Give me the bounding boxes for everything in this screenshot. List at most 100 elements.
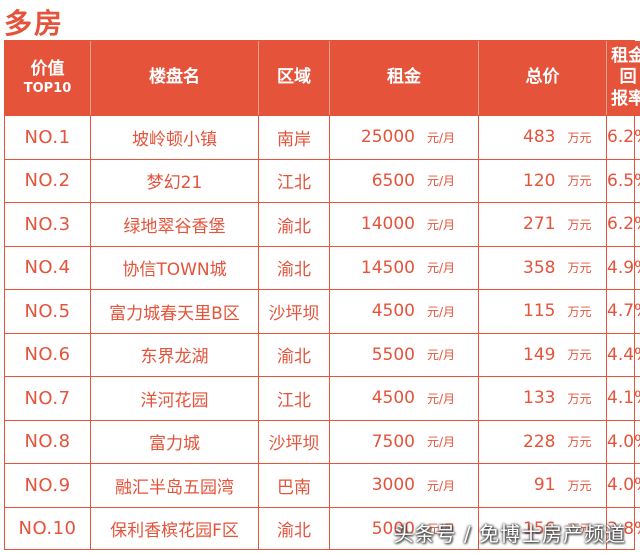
ratio-cell: 4.1% xyxy=(607,376,640,420)
total-price-cell: 91 万元 xyxy=(479,463,607,507)
rank-cell: NO.10 xyxy=(5,506,91,550)
header-ratio-line2: 报率 xyxy=(611,88,640,109)
ranking-table: 价值 TOP10 楼盘名 区域 租金 总价 租金回 报率 NO.1 坡岭顿小镇 南岸… xyxy=(4,40,640,550)
total-price-cell: 271 万元 xyxy=(479,202,607,246)
rank-cell: NO.9 xyxy=(5,463,91,507)
total-price-cell: 115 万元 xyxy=(479,289,607,333)
price-value: 358 xyxy=(523,257,556,278)
rent-cell: 4500 元/月 xyxy=(330,289,479,333)
price-value: 115 xyxy=(523,301,556,322)
price-unit: 万元 xyxy=(567,217,592,232)
rent-value: 7500 xyxy=(371,431,415,452)
ratio-cell: 4.0% xyxy=(607,419,640,464)
price-value: 91 xyxy=(533,475,556,496)
rent-unit: 元/月 xyxy=(426,261,456,276)
rent-unit: 元/月 xyxy=(426,391,456,406)
total-price-cell: 149 万元 xyxy=(479,332,607,376)
building-name-cell: 融汇半岛五园湾 xyxy=(91,463,259,507)
district-cell: 江北 xyxy=(259,376,330,420)
rank-cell: NO.7 xyxy=(5,376,91,420)
ratio-cell: 4.4% xyxy=(607,332,640,377)
building-name-cell: 富力城 xyxy=(91,419,259,463)
rent-value: 4500 xyxy=(371,388,415,409)
rent-unit: 元/月 xyxy=(426,304,456,319)
rent-unit: 元/月 xyxy=(426,435,456,450)
building-name-cell: 梦幻21 xyxy=(91,158,259,202)
building-name-cell: 洋河花园 xyxy=(91,376,259,420)
building-name-cell: 绿地翠谷香堡 xyxy=(91,202,259,246)
building-name-cell: 东界龙湖 xyxy=(91,332,259,376)
rent-value: 14000 xyxy=(360,214,415,235)
building-name-cell: 富力城春天里B区 xyxy=(91,289,259,333)
header-rent: 租金 xyxy=(330,41,479,115)
rent-value: 3000 xyxy=(371,475,415,496)
watermark: 头条号 / 免博士房产频道 xyxy=(393,522,626,546)
district-cell: 巴南 xyxy=(259,463,330,507)
header-rank: 价值 TOP10 xyxy=(5,41,91,115)
district-cell: 沙坪坝 xyxy=(259,419,330,463)
rent-cell: 4500 元/月 xyxy=(330,376,479,420)
price-unit: 万元 xyxy=(567,391,592,406)
ratio-cell: 4.7% xyxy=(607,289,640,333)
rank-cell: NO.3 xyxy=(5,202,91,246)
rent-value: 25000 xyxy=(360,127,415,148)
ratio-cell: 6.2% xyxy=(607,115,640,159)
rent-cell: 7500 元/月 xyxy=(330,419,479,463)
rank-cell: NO.4 xyxy=(5,245,91,289)
table-grid: 价值 TOP10 楼盘名 区域 租金 总价 租金回 报率 NO.1 坡岭顿小镇 南岸… xyxy=(5,41,640,550)
header-rank-line2: TOP10 xyxy=(23,80,72,96)
price-value: 156 xyxy=(523,518,556,539)
rent-value: 6500 xyxy=(371,170,415,191)
total-price-cell: 120 万元 xyxy=(479,158,607,202)
ratio-cell: 3.8% xyxy=(607,506,640,551)
ratio-cell: 6.2% xyxy=(607,202,640,246)
page-title: 多房 xyxy=(4,7,65,40)
rank-cell: NO.2 xyxy=(5,158,91,202)
price-value: 149 xyxy=(523,344,556,365)
rent-value: 4500 xyxy=(371,301,415,322)
rent-cell: 25000 元/月 xyxy=(330,115,479,159)
total-price-cell: 133 万元 xyxy=(479,376,607,420)
total-price-cell: 358 万元 xyxy=(479,245,607,289)
price-unit: 万元 xyxy=(567,348,592,363)
rank-cell: NO.1 xyxy=(5,115,91,159)
rent-unit: 元/月 xyxy=(426,522,456,537)
price-unit: 万元 xyxy=(567,522,592,537)
district-cell: 江北 xyxy=(259,158,330,202)
total-price-cell: 483 万元 xyxy=(479,115,607,159)
header-ratio-line1: 租金回 xyxy=(611,46,640,88)
header-total-price: 总价 xyxy=(479,41,607,115)
rent-value: 14500 xyxy=(360,257,415,278)
price-value: 120 xyxy=(523,170,556,191)
rent-unit: 元/月 xyxy=(426,478,456,493)
ratio-cell: 4.0% xyxy=(607,463,640,507)
rent-value: 5000 xyxy=(371,518,415,539)
price-value: 271 xyxy=(523,214,556,235)
ratio-cell: 6.5% xyxy=(607,158,640,203)
rent-cell: 14000 元/月 xyxy=(330,202,479,246)
rank-cell: NO.8 xyxy=(5,419,91,463)
total-price-cell: 156 万元 xyxy=(479,506,607,550)
price-value: 228 xyxy=(523,431,556,452)
price-unit: 万元 xyxy=(567,478,592,493)
district-cell: 渝北 xyxy=(259,202,330,246)
district-cell: 渝北 xyxy=(259,245,330,289)
district-cell: 南岸 xyxy=(259,115,330,159)
header-rank-line1: 价值 xyxy=(30,59,65,80)
price-unit: 万元 xyxy=(567,435,592,450)
price-unit: 万元 xyxy=(567,261,592,276)
rent-unit: 元/月 xyxy=(426,174,456,189)
price-unit: 万元 xyxy=(567,304,592,319)
rent-value: 5500 xyxy=(371,344,415,365)
rent-unit: 元/月 xyxy=(426,217,456,232)
rent-unit: 元/月 xyxy=(426,348,456,363)
rent-unit: 元/月 xyxy=(426,130,456,145)
header-name: 楼盘名 xyxy=(91,41,259,115)
rent-cell: 14500 元/月 xyxy=(330,245,479,289)
rank-cell: NO.6 xyxy=(5,332,91,376)
price-unit: 万元 xyxy=(567,130,592,145)
rent-cell: 3000 元/月 xyxy=(330,463,479,507)
ratio-cell: 4.9% xyxy=(607,245,640,290)
district-cell: 渝北 xyxy=(259,506,330,550)
header-ratio: 租金回 报率 xyxy=(607,41,640,115)
